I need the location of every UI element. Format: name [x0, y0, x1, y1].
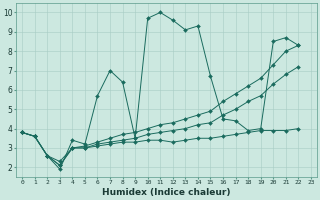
- X-axis label: Humidex (Indice chaleur): Humidex (Indice chaleur): [102, 188, 231, 197]
